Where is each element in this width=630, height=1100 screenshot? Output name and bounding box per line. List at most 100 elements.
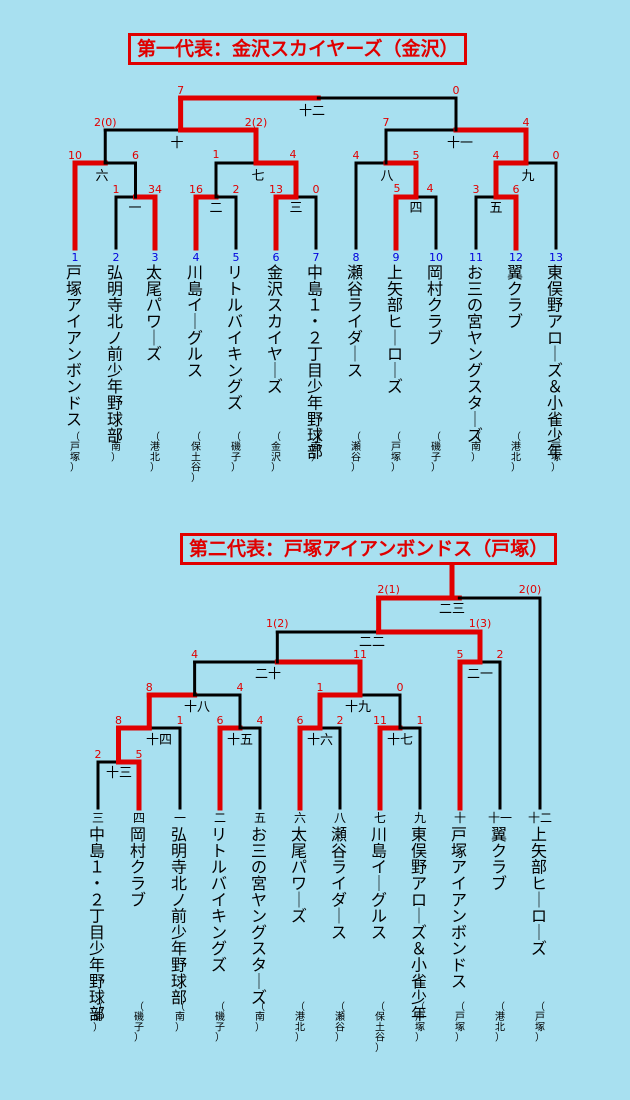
bracket1-title: 第一代表：金沢スカイヤーズ（金沢） — [128, 33, 468, 65]
match-number: 六 — [95, 169, 108, 184]
match-score-right: 2 — [497, 648, 504, 661]
match-score-left: 4 — [191, 648, 198, 661]
team-seed: 六 — [294, 811, 306, 825]
team-name: 弘明寺北ノ前少年野球部 — [171, 825, 187, 1007]
team-seed: 九 — [414, 811, 426, 825]
match-score-right: 5 — [413, 149, 420, 162]
match-score-right: 2(2) — [245, 116, 268, 129]
match-number: 五 — [489, 201, 502, 216]
match-score-left: 2(0) — [94, 116, 117, 129]
match-score-right: 2 — [337, 714, 344, 727]
match-number: 十九 — [345, 700, 371, 715]
match-score-left: 10 — [68, 149, 82, 162]
team-area: （戸塚） — [415, 1001, 425, 1044]
team-seed: 十一 — [488, 811, 512, 825]
team-seed: 2 — [113, 251, 120, 264]
match-number: 十二 — [299, 104, 325, 119]
team-name: お三の宮ヤングスタ｜ズ — [467, 263, 483, 445]
team-name: 上矢部ヒ｜ロ｜ズ — [531, 825, 547, 958]
team-area: （瀬谷） — [351, 431, 361, 474]
team-area: （磯子） — [134, 1001, 144, 1044]
match-score-right: 4 — [257, 714, 264, 727]
match-score-left: 1 — [113, 183, 120, 196]
match-score-right: 11 — [353, 648, 367, 661]
team-seed: 7 — [313, 251, 320, 264]
team-name: 太尾パワ｜ズ — [146, 263, 162, 364]
match-number: 十三 — [106, 766, 132, 781]
team-seed: 13 — [549, 251, 563, 264]
match-score-right: 6 — [132, 149, 139, 162]
team-name: 太尾パワ｜ズ — [291, 825, 307, 926]
team-seed: 三 — [92, 811, 104, 825]
match-number: 十八 — [184, 700, 210, 715]
match-score-right: 0 — [453, 84, 460, 97]
team-name: お三の宮ヤングスタ｜ズ — [251, 825, 267, 1007]
team-seed: 6 — [273, 251, 280, 264]
match-score-right: 4 — [290, 148, 297, 161]
team-area: （港北） — [150, 431, 160, 474]
team-seed: 十二 — [528, 811, 552, 825]
team-area: （磯子） — [231, 431, 241, 474]
team-name: リトルバイキングズ — [227, 263, 243, 413]
match-score-right: 0 — [313, 183, 320, 196]
match-score-right: 4 — [237, 681, 244, 694]
team-name: 中島１・２丁目少年野球部 — [307, 263, 323, 462]
team-area: （南） — [175, 1001, 185, 1033]
match-score-left: 8 — [146, 681, 153, 694]
team-seed: 七 — [374, 811, 386, 825]
team-seed: 11 — [469, 251, 483, 264]
match-number: 九 — [521, 169, 534, 184]
match-score-left: 3 — [473, 183, 480, 196]
team-seed: 12 — [509, 251, 523, 264]
team-name: 翼クラブ — [507, 263, 523, 331]
match-score-right: 6 — [513, 183, 520, 196]
bracket2-title: 第二代表：戸塚アイアンボンドス（戸塚） — [180, 533, 558, 565]
team-area: （戸塚） — [535, 1001, 545, 1044]
match-number: 一 — [128, 201, 141, 216]
team-name: 川島イ｜グルス — [371, 825, 387, 942]
match-number: 四 — [409, 201, 422, 216]
match-number: 十四 — [146, 733, 172, 748]
match-score-left: 4 — [353, 149, 360, 162]
team-name: 金沢スカイヤ｜ズ — [267, 263, 283, 396]
team-seed: 4 — [193, 251, 200, 264]
team-area: （磯子） — [215, 1001, 225, 1044]
match-number: 三 — [289, 201, 302, 216]
team-seed: 9 — [393, 251, 400, 264]
match-score-right: 2 — [233, 183, 240, 196]
team-area: （南） — [111, 431, 121, 463]
team-area: （磯子） — [431, 431, 441, 474]
team-area: （港北） — [511, 431, 521, 474]
match-score-right: 1 — [417, 714, 424, 727]
match-number: 二一 — [467, 667, 493, 682]
team-name: 川島イ｜グルス — [187, 263, 203, 380]
match-number: 十一 — [447, 136, 473, 151]
team-area: （戸塚） — [551, 431, 561, 474]
match-score-right: 5 — [136, 748, 143, 761]
match-score-left: 1(2) — [266, 617, 289, 630]
match-score-left: 7 — [383, 116, 390, 129]
match-score-right: 0 — [397, 681, 404, 694]
match-number: 二 — [209, 201, 222, 216]
team-name: 翼クラブ — [491, 825, 507, 893]
team-name: 岡村クラブ — [130, 825, 146, 909]
match-score-left: 11 — [373, 714, 387, 727]
team-seed: 3 — [152, 251, 159, 264]
team-area: （金沢） — [271, 431, 281, 474]
match-score-left: 6 — [217, 714, 224, 727]
team-seed: 5 — [233, 251, 240, 264]
match-number: 十五 — [227, 733, 253, 748]
team-area: （戸塚） — [70, 431, 80, 474]
match-score-left: 5 — [394, 182, 401, 195]
match-score-left: 2 — [95, 748, 102, 761]
team-area: （戸塚） — [391, 431, 401, 474]
team-seed: 10 — [429, 251, 443, 264]
match-score-left: 1 — [317, 681, 324, 694]
team-seed: 一 — [174, 811, 186, 825]
match-number: 十六 — [307, 733, 333, 748]
match-number: 二二 — [359, 635, 385, 650]
team-name: 戸塚アイアンボンドス — [66, 263, 82, 429]
team-area: （保土谷） — [191, 431, 201, 484]
team-name: 戸塚アイアンボンドス — [451, 825, 467, 991]
team-name: リトルバイキングズ — [211, 825, 227, 975]
